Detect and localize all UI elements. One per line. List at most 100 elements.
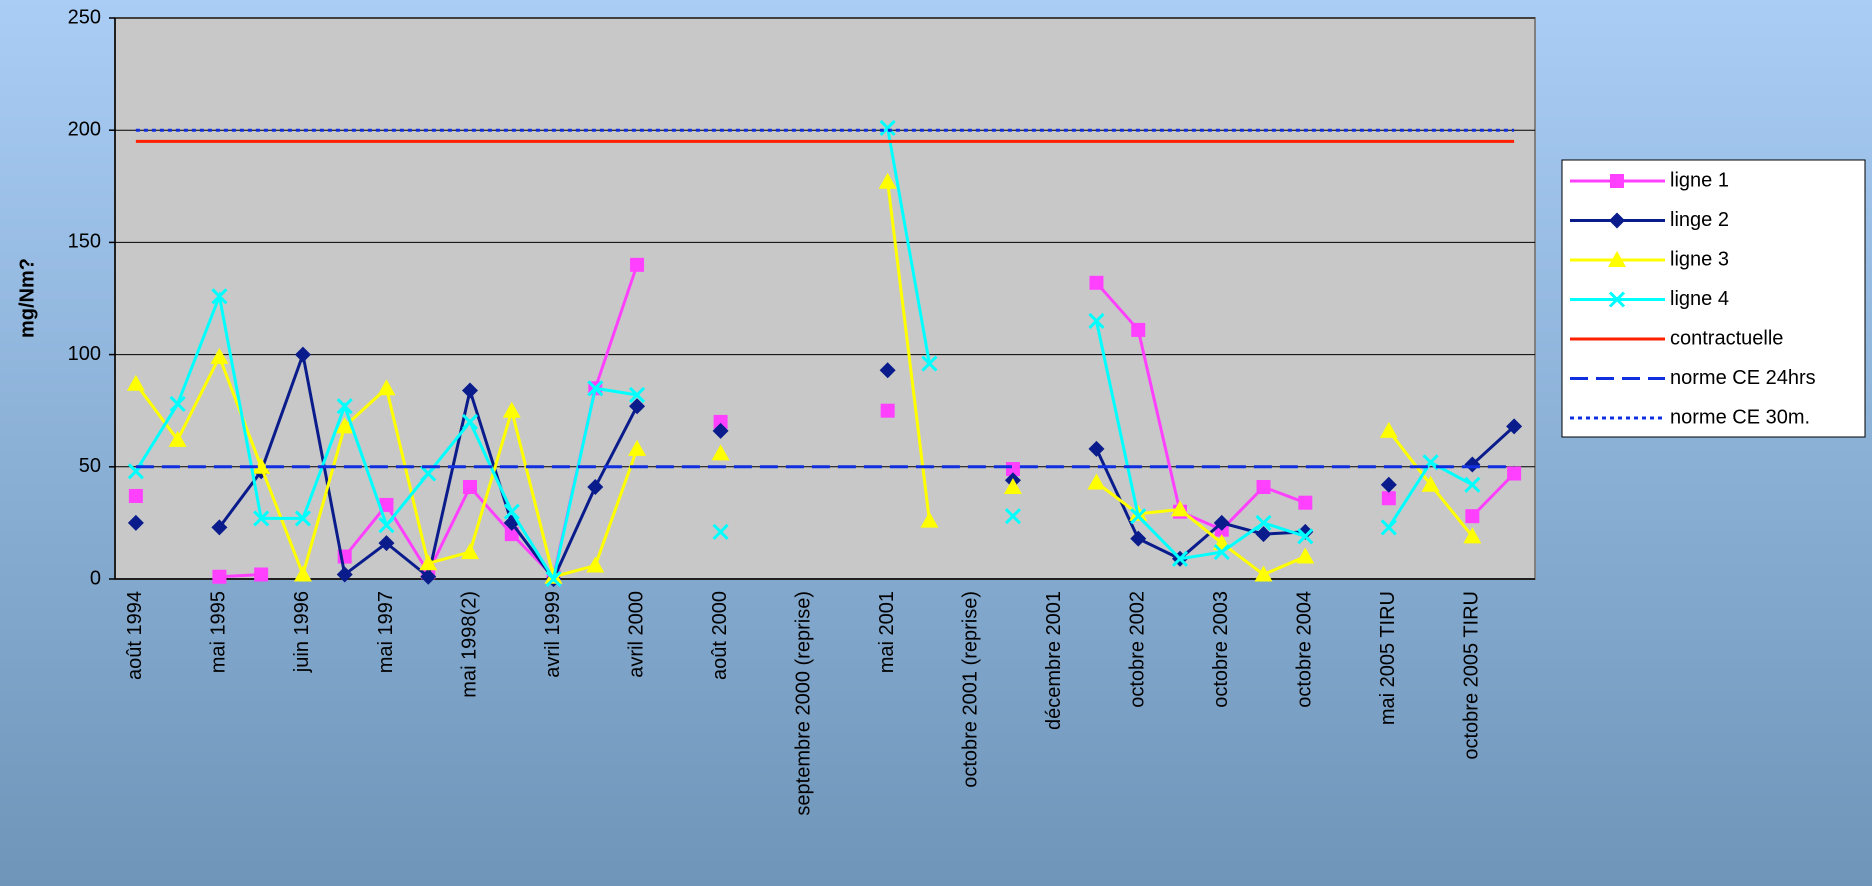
y-tick-label: 100	[68, 343, 101, 365]
series-line	[219, 264, 1516, 580]
legend-label: ligne 1	[1670, 169, 1729, 191]
y-axis-title: mg/Nm?	[16, 258, 38, 338]
x-tick-label: octobre 2004	[1294, 591, 1316, 708]
marker	[587, 380, 604, 397]
marker	[1131, 322, 1146, 337]
marker	[1171, 500, 1189, 517]
marker	[211, 519, 228, 536]
marker	[420, 465, 437, 482]
marker	[211, 288, 228, 305]
marker	[253, 510, 270, 527]
marker	[587, 478, 604, 495]
marker	[1171, 550, 1189, 567]
marker	[1130, 530, 1147, 547]
marker	[252, 457, 271, 474]
x-tick-label: août 2000	[709, 591, 731, 680]
marker	[1608, 251, 1626, 267]
marker	[1089, 275, 1104, 290]
marker	[336, 566, 353, 583]
marker	[1381, 491, 1396, 506]
marker	[126, 374, 145, 391]
marker	[503, 503, 520, 520]
marker	[210, 347, 229, 364]
marker	[502, 401, 521, 418]
marker	[294, 510, 312, 527]
marker	[169, 395, 186, 413]
marker	[880, 403, 895, 418]
marker	[1130, 508, 1147, 525]
legend-label: norme CE 24hrs	[1670, 367, 1816, 389]
x-tick-label: avril 2000	[625, 591, 647, 678]
legend-label: contractuelle	[1670, 327, 1783, 349]
x-tick-label: octobre 2002	[1127, 591, 1149, 708]
x-tick-label: octobre 2003	[1210, 591, 1232, 708]
x-tick-label: octobre 2001 (reprise)	[959, 591, 981, 788]
marker	[1088, 312, 1105, 330]
marker	[711, 444, 730, 461]
marker	[1609, 212, 1625, 229]
marker	[1380, 476, 1397, 493]
marker	[461, 543, 479, 560]
marker	[1255, 514, 1272, 531]
marker	[168, 430, 187, 447]
legend-label: linge 2	[1670, 209, 1729, 231]
marker	[254, 567, 269, 582]
marker	[1256, 479, 1271, 494]
marker	[630, 257, 645, 272]
marker	[1608, 291, 1626, 308]
marker	[920, 511, 939, 528]
marker	[1465, 509, 1480, 524]
marker	[463, 479, 477, 494]
marker	[420, 568, 437, 585]
marker	[1298, 495, 1313, 510]
marker	[1506, 418, 1523, 435]
marker	[1087, 473, 1106, 490]
marker	[1254, 565, 1273, 582]
marker	[628, 386, 646, 404]
marker	[419, 554, 438, 571]
marker	[1463, 527, 1482, 544]
marker	[1003, 477, 1022, 494]
marker	[504, 527, 519, 542]
marker	[1088, 440, 1105, 457]
marker	[712, 422, 729, 439]
marker	[879, 362, 896, 379]
marker	[1464, 456, 1481, 473]
marker	[1379, 421, 1398, 438]
marker	[712, 523, 729, 540]
marker	[379, 497, 394, 512]
x-tick-label: avril 1999	[542, 591, 564, 678]
marker	[1255, 526, 1272, 543]
marker	[378, 517, 395, 534]
x-tick-label: mai 1995	[208, 591, 230, 673]
marker	[879, 119, 896, 137]
marker	[1464, 476, 1481, 493]
marker	[586, 556, 605, 573]
x-tick-label: décembre 2001	[1043, 591, 1065, 730]
marker	[878, 172, 897, 189]
marker	[128, 488, 143, 503]
x-tick-label: septembre 2000 (reprise)	[792, 591, 814, 816]
marker	[127, 514, 144, 531]
marker	[1213, 514, 1230, 531]
x-tick-label: août 1994	[124, 591, 146, 680]
marker	[461, 413, 479, 430]
marker	[212, 569, 227, 584]
marker	[545, 570, 562, 588]
x-tick-label: mai 1998(2)	[458, 591, 480, 698]
y-tick-label: 200	[68, 118, 101, 140]
marker	[1380, 519, 1397, 536]
marker	[629, 398, 646, 415]
x-tick-label: juin 1996	[291, 591, 313, 673]
marker	[294, 346, 311, 363]
marker	[628, 439, 647, 456]
marker	[1421, 475, 1440, 492]
marker	[336, 398, 353, 415]
legend-label: ligne 3	[1670, 248, 1729, 270]
x-tick-label: mai 2001	[876, 591, 898, 673]
marker	[1610, 174, 1624, 188]
x-tick-label: mai 1997	[375, 591, 397, 673]
marker	[1297, 528, 1314, 545]
marker	[713, 414, 728, 429]
